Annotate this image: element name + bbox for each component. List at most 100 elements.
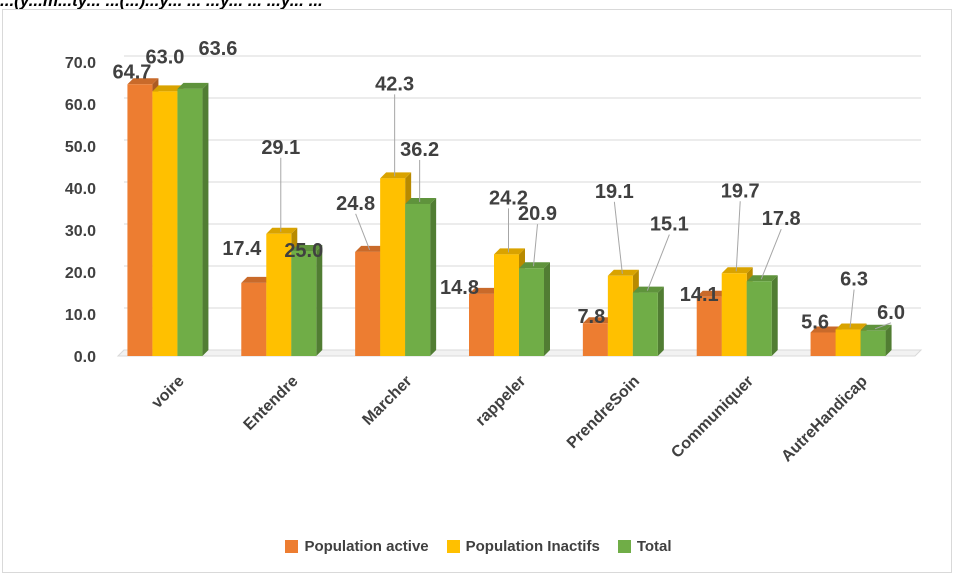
data-label-leader	[874, 322, 892, 330]
bar-top	[266, 227, 298, 234]
data-label-leader	[735, 201, 741, 272]
bar-top	[152, 85, 184, 92]
data-label-leader	[613, 201, 623, 274]
data-label-leader	[533, 224, 538, 267]
bar-top	[380, 172, 412, 179]
bar	[746, 281, 772, 356]
data-label: 63.6	[198, 38, 237, 60]
data-label-leader	[355, 213, 371, 251]
y-tick-label: 50.0	[65, 139, 96, 156]
y-tick-label: 0.0	[74, 349, 96, 366]
bar-top	[696, 290, 728, 297]
bar	[835, 329, 861, 356]
bar-top	[291, 245, 323, 251]
data-label: 14.1	[680, 284, 719, 306]
bar-top	[746, 275, 778, 282]
data-label: 64.7	[112, 61, 151, 83]
bar-top	[241, 276, 273, 283]
data-label: 19.1	[595, 181, 634, 203]
bar-side	[202, 82, 209, 356]
chart-frame	[2, 9, 952, 573]
bar-side	[316, 245, 323, 356]
data-label: 7.8	[577, 306, 605, 328]
data-label: 14.8	[440, 277, 479, 299]
bar	[632, 292, 658, 356]
data-label: 25.0	[284, 240, 323, 262]
bar	[494, 254, 519, 356]
x-tick-label: voire	[149, 373, 188, 412]
legend-label-population-inactifs: Population Inactifs	[465, 538, 600, 555]
bar	[241, 282, 267, 356]
bar-side	[657, 286, 664, 356]
x-tick-label: Marcher	[359, 373, 415, 429]
bar	[405, 203, 431, 356]
data-label: 20.9	[518, 203, 557, 225]
bar	[696, 296, 722, 356]
bar	[810, 332, 836, 356]
bar	[266, 233, 292, 356]
data-label: 15.1	[650, 214, 689, 236]
bar-top	[582, 317, 614, 324]
bar-top	[405, 197, 437, 204]
bar-top	[721, 267, 753, 274]
bar	[582, 323, 608, 356]
data-label: 6.3	[840, 269, 868, 291]
data-label-leader	[849, 289, 855, 328]
bar-top	[127, 78, 159, 85]
bar	[355, 251, 381, 356]
bar	[177, 88, 203, 356]
bar-top	[519, 262, 550, 269]
bar	[607, 275, 633, 356]
data-label: 63.0	[145, 46, 184, 68]
bar	[127, 84, 153, 356]
bar-top	[860, 324, 892, 331]
bar	[469, 293, 494, 356]
bar-side	[885, 324, 892, 356]
y-tick-label: 10.0	[65, 307, 96, 324]
legend-label-population-active: Population active	[304, 538, 429, 555]
bar	[291, 251, 317, 356]
data-label: 24.2	[489, 187, 528, 209]
bar-top	[607, 269, 639, 276]
x-tick-label: rappeler	[473, 373, 530, 430]
top-caption: ...(y...m...ty... ...(...)...y... ... ..…	[0, 0, 323, 10]
bar-top	[632, 286, 664, 293]
bar	[152, 91, 178, 357]
data-label: 17.8	[762, 208, 801, 230]
data-label: 19.7	[721, 180, 760, 202]
bar-side	[430, 197, 437, 356]
x-tick-label: Communiquer	[668, 373, 757, 462]
bar	[519, 268, 544, 356]
x-tick-label: Entendre	[241, 373, 302, 434]
data-label: 5.6	[801, 311, 829, 333]
bar-top	[494, 248, 525, 255]
bar-top	[355, 245, 387, 252]
bar	[860, 330, 886, 356]
legend-swatch-total	[617, 540, 631, 553]
data-label: 6.0	[877, 302, 905, 324]
data-label: 29.1	[261, 137, 300, 159]
x-tick-label: AutreHandicap	[778, 373, 871, 466]
legend-swatch-population-active	[285, 540, 299, 553]
bar	[721, 273, 747, 356]
y-tick-label: 20.0	[65, 265, 96, 282]
bar-top	[810, 326, 842, 333]
legend-item-total: Total	[617, 538, 672, 555]
data-label-leader	[760, 229, 782, 280]
y-tick-label: 30.0	[65, 223, 96, 240]
data-label: 42.3	[375, 73, 414, 95]
data-label-leader	[646, 234, 670, 291]
data-label: 36.2	[400, 139, 439, 161]
bar-top	[177, 82, 209, 89]
legend-item-population-inactifs: Population Inactifs	[446, 538, 600, 555]
legend-label-total: Total	[636, 538, 672, 555]
bar	[380, 178, 406, 356]
data-label: 24.8	[336, 193, 375, 215]
bar-side	[544, 262, 550, 356]
y-tick-label: 40.0	[65, 181, 96, 198]
y-tick-label: 70.0	[65, 55, 96, 72]
legend: Population active Population Inactifs To…	[0, 538, 957, 555]
bar-top	[835, 323, 867, 330]
y-tick-label: 60.0	[65, 97, 96, 114]
legend-item-population-active: Population active	[285, 538, 429, 555]
